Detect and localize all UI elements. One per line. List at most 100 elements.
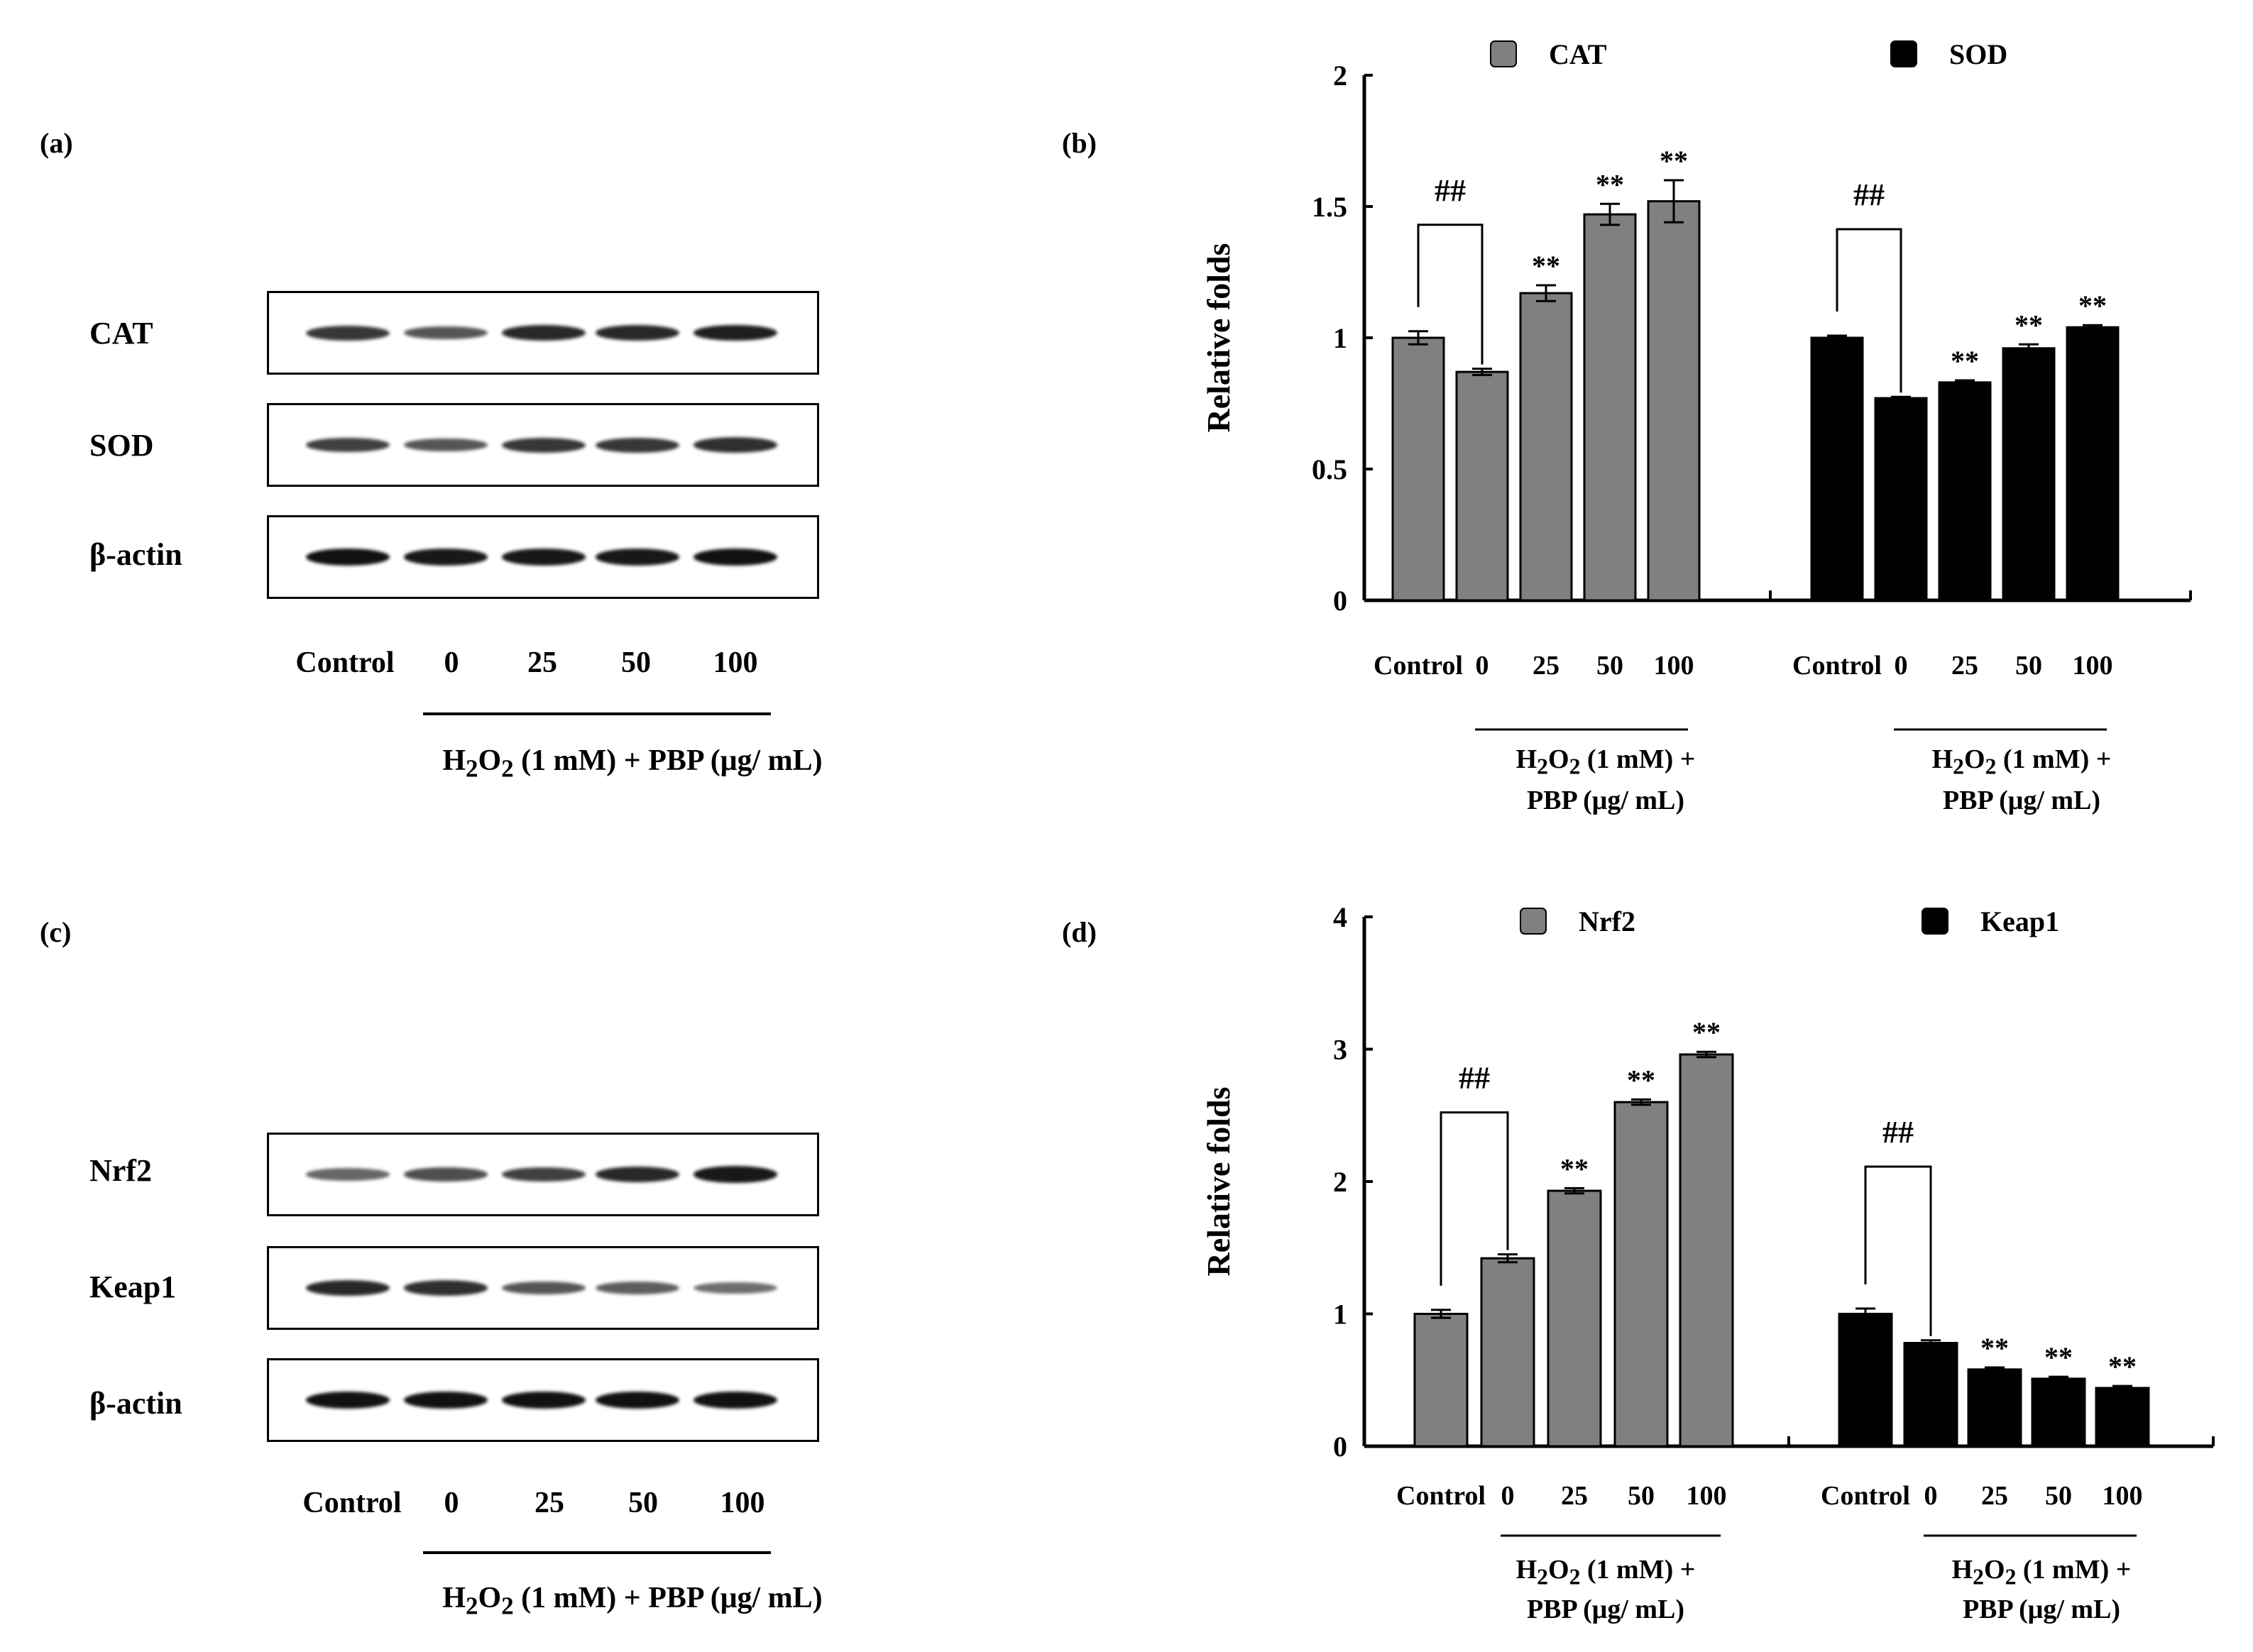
bar [1547,1189,1602,1448]
x-tick-label: 25 [1981,1481,2008,1511]
blot-band [502,1281,586,1295]
lane-label: 0 [444,1487,459,1519]
significance-label: ** [2044,1341,2073,1373]
lane-label: Control [295,646,395,679]
significance-label: ## [1435,173,1466,208]
x-tick-label: 100 [1654,651,1694,681]
legend-swatch [1922,908,1948,935]
y-tick-label: 4 [1333,901,1347,933]
treatment-label: PBP (μg/ mL) [1527,1595,1684,1624]
lane-label: 0 [444,646,459,679]
y-tick-label: 0 [1333,585,1347,617]
blot-band [694,1166,777,1183]
blot-band [306,549,390,566]
blot-band [596,1282,679,1294]
blot-band [306,1392,390,1409]
x-tick-label: Control [1396,1481,1486,1511]
lane-label: 100 [720,1487,765,1519]
legend-label: CAT [1549,38,1607,70]
blot-band [596,549,679,566]
bar [1938,381,1992,602]
bar [1874,397,1928,602]
blot-band [306,325,390,341]
significance-label: ## [1882,1115,1914,1150]
legend-swatch [1490,40,1517,67]
x-tick-label: Control [1821,1481,1910,1511]
blot-band [694,324,777,341]
bar [2066,326,2120,602]
legend-swatch [1520,908,1547,935]
legend-label: Nrf2 [1579,905,1635,937]
significance-label: ## [1853,177,1885,212]
blot-band [502,549,586,566]
y-axis-label: Relative folds [1200,1086,1237,1276]
significance-label: ** [1627,1064,1655,1096]
blot-band [694,1282,777,1294]
treatment-label: H2O2 (1 mM) + [1932,744,2112,779]
x-tick-label: 25 [1951,651,1978,681]
bar [1480,1257,1535,1448]
treatment-label: H2O2 (1 mM) + [1516,744,1696,779]
lane-label: 25 [535,1487,564,1519]
significance-label: ** [1692,1016,1721,1048]
bar [1838,1313,1893,1448]
x-tick-label: 100 [1687,1481,1727,1511]
significance-label: ** [1660,145,1688,177]
blot-band [694,549,777,566]
significance-bracket [1440,1111,1509,1286]
significance-label: ** [1951,345,1979,377]
significance-label: ** [1532,250,1560,282]
y-tick-label: 2 [1333,60,1347,92]
blot-row-label: β-actin [89,537,182,572]
y-tick-label: 1 [1333,322,1347,354]
significance-label: ** [2014,309,2043,341]
x-tick-label: 25 [1561,1481,1588,1511]
significance-label: ** [1596,168,1624,200]
x-tick-label: 25 [1533,651,1559,681]
lane-label: 100 [713,646,758,679]
y-tick-label: 3 [1333,1034,1347,1066]
bar [2002,347,2056,602]
bar [1679,1053,1734,1448]
blot-band [404,1167,488,1182]
y-tick-label: 1.5 [1312,191,1347,223]
blot-band [404,1392,488,1409]
blot-band [596,324,679,341]
treatment-label: H2O2 (1 mM) + PBP (μg/ mL) [442,744,823,783]
lane-label: 25 [527,646,557,679]
legend-swatch [1890,40,1917,67]
bar [1810,336,1864,602]
panel-label-b: (b) [1062,127,1097,159]
y-tick-label: 0 [1333,1431,1347,1463]
significance-label: ** [1980,1332,2009,1364]
significance-bracket [1864,1165,1932,1336]
y-tick-label: 1 [1333,1299,1347,1331]
x-tick-label: 50 [1628,1481,1655,1511]
blot-band [404,549,488,566]
bar [1455,370,1509,602]
significance-label: ** [2108,1350,2137,1382]
blot-band [404,1280,488,1296]
x-tick-label: 50 [1596,651,1623,681]
significance-label: ** [1560,1152,1589,1184]
treatment-label: PBP (μg/ mL) [1963,1595,2120,1624]
bar [1519,292,1573,602]
bar [2031,1377,2086,1448]
x-tick-label: 50 [2045,1481,2072,1511]
blot-band [502,1392,586,1409]
y-tick-label: 2 [1333,1166,1347,1198]
bar [1413,1313,1469,1448]
blot-band [404,438,488,452]
bar [1613,1101,1669,1448]
treatment-label: H2O2 (1 mM) + [1516,1555,1696,1590]
blot-band [306,1279,390,1296]
lane-label: 50 [628,1487,658,1519]
bar [1903,1342,1958,1448]
x-tick-label: 100 [2073,651,2113,681]
bar [1583,213,1637,602]
blot-band [306,437,390,453]
y-axis-label: Relative folds [1200,243,1237,432]
blot-row-label: β-actin [89,1386,182,1421]
significance-label: ** [2078,290,2107,321]
treatment-bracket [423,712,771,715]
